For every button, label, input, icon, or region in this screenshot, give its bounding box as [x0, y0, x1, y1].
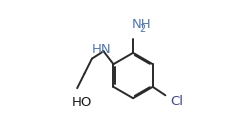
- Text: Cl: Cl: [171, 95, 184, 108]
- Text: NH: NH: [132, 18, 152, 31]
- Text: HO: HO: [71, 96, 92, 109]
- Text: 2: 2: [139, 24, 145, 34]
- Text: HN: HN: [92, 43, 112, 56]
